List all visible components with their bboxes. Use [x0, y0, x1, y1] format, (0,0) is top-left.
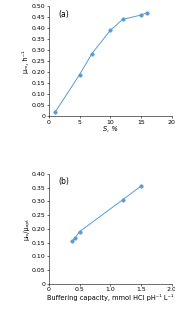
X-axis label: Buffering capacity, mmol HCl pH⁻¹ L⁻¹: Buffering capacity, mmol HCl pH⁻¹ L⁻¹ — [47, 294, 173, 301]
Y-axis label: μₘ/μₒₚₜ: μₘ/μₒₚₜ — [23, 218, 29, 240]
Text: (b): (b) — [59, 177, 70, 186]
Y-axis label: μₘ, h⁻¹: μₘ, h⁻¹ — [22, 50, 29, 73]
Text: (a): (a) — [59, 10, 69, 18]
X-axis label: S, %: S, % — [103, 126, 118, 132]
